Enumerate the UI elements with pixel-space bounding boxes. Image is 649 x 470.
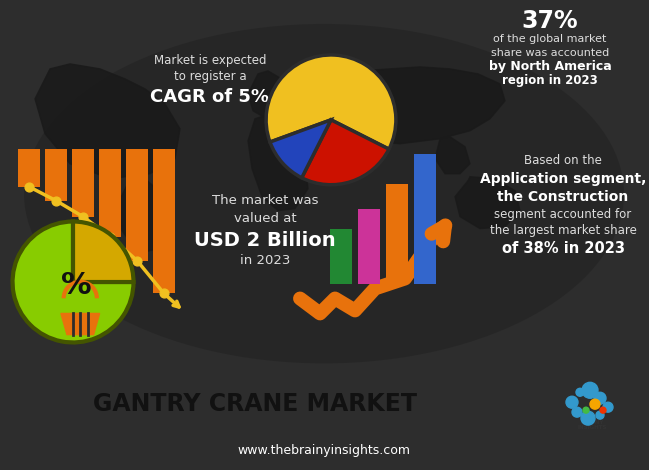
- Point: [104, 233, 115, 240]
- Text: Based on the: Based on the: [524, 154, 602, 167]
- Text: USD 2 Billion: USD 2 Billion: [194, 231, 336, 250]
- Text: Application segment,: Application segment,: [480, 172, 646, 186]
- Bar: [414, 154, 436, 283]
- Point: [132, 257, 142, 264]
- Ellipse shape: [24, 24, 624, 363]
- Text: by ​North America: by ​North America: [489, 60, 611, 73]
- Bar: [18, 149, 40, 187]
- Wedge shape: [270, 120, 331, 178]
- Text: CAGR of 5%: CAGR of 5%: [151, 88, 269, 106]
- Polygon shape: [61, 313, 99, 335]
- Text: %: %: [61, 271, 92, 299]
- Wedge shape: [73, 221, 134, 282]
- Circle shape: [576, 388, 584, 396]
- Text: valued at: valued at: [234, 212, 297, 225]
- Bar: [45, 149, 67, 201]
- Point: [24, 183, 34, 190]
- Point: [159, 290, 169, 297]
- Text: in 2023: in 2023: [240, 254, 290, 267]
- Circle shape: [600, 407, 606, 413]
- Bar: [386, 184, 408, 283]
- Text: GANTRY CRANE MARKET: GANTRY CRANE MARKET: [93, 392, 417, 416]
- Circle shape: [582, 382, 598, 398]
- Text: The market was: The market was: [212, 194, 318, 207]
- Text: segment accounted for: segment accounted for: [495, 208, 631, 221]
- Circle shape: [594, 392, 606, 404]
- Circle shape: [572, 407, 582, 417]
- Circle shape: [583, 407, 589, 413]
- Text: the largest market share: the largest market share: [489, 224, 637, 237]
- Text: share was accounted: share was accounted: [491, 48, 609, 58]
- Bar: [99, 149, 121, 236]
- Polygon shape: [118, 179, 170, 253]
- Text: THE
BRAINY
INSIGHTS: THE BRAINY INSIGHTS: [577, 414, 607, 431]
- Bar: [330, 228, 352, 283]
- Circle shape: [596, 411, 604, 419]
- Text: www.thebrainyinsights.com: www.thebrainyinsights.com: [238, 444, 411, 456]
- Wedge shape: [302, 120, 389, 185]
- Polygon shape: [435, 137, 470, 174]
- Polygon shape: [295, 67, 505, 144]
- Polygon shape: [248, 114, 308, 211]
- Polygon shape: [248, 71, 312, 124]
- Text: region in ​2023: region in ​2023: [502, 74, 598, 87]
- Point: [78, 213, 88, 220]
- Circle shape: [590, 399, 600, 409]
- Text: Market is expected: Market is expected: [154, 55, 266, 67]
- Bar: [153, 149, 175, 293]
- Bar: [72, 149, 94, 217]
- Polygon shape: [35, 64, 180, 179]
- Wedge shape: [12, 221, 134, 343]
- Wedge shape: [266, 55, 396, 149]
- Text: of 38% in 2023: of 38% in 2023: [502, 241, 624, 256]
- Bar: [126, 149, 148, 260]
- Bar: [358, 209, 380, 283]
- Circle shape: [603, 402, 613, 412]
- Text: of the global market: of the global market: [493, 34, 607, 44]
- Point: [51, 197, 61, 204]
- Text: the Construction: the Construction: [497, 190, 629, 204]
- Text: to register a: to register a: [174, 70, 247, 83]
- Text: 37%: 37%: [522, 9, 578, 33]
- Circle shape: [566, 396, 578, 408]
- Polygon shape: [455, 177, 520, 228]
- Circle shape: [581, 411, 595, 425]
